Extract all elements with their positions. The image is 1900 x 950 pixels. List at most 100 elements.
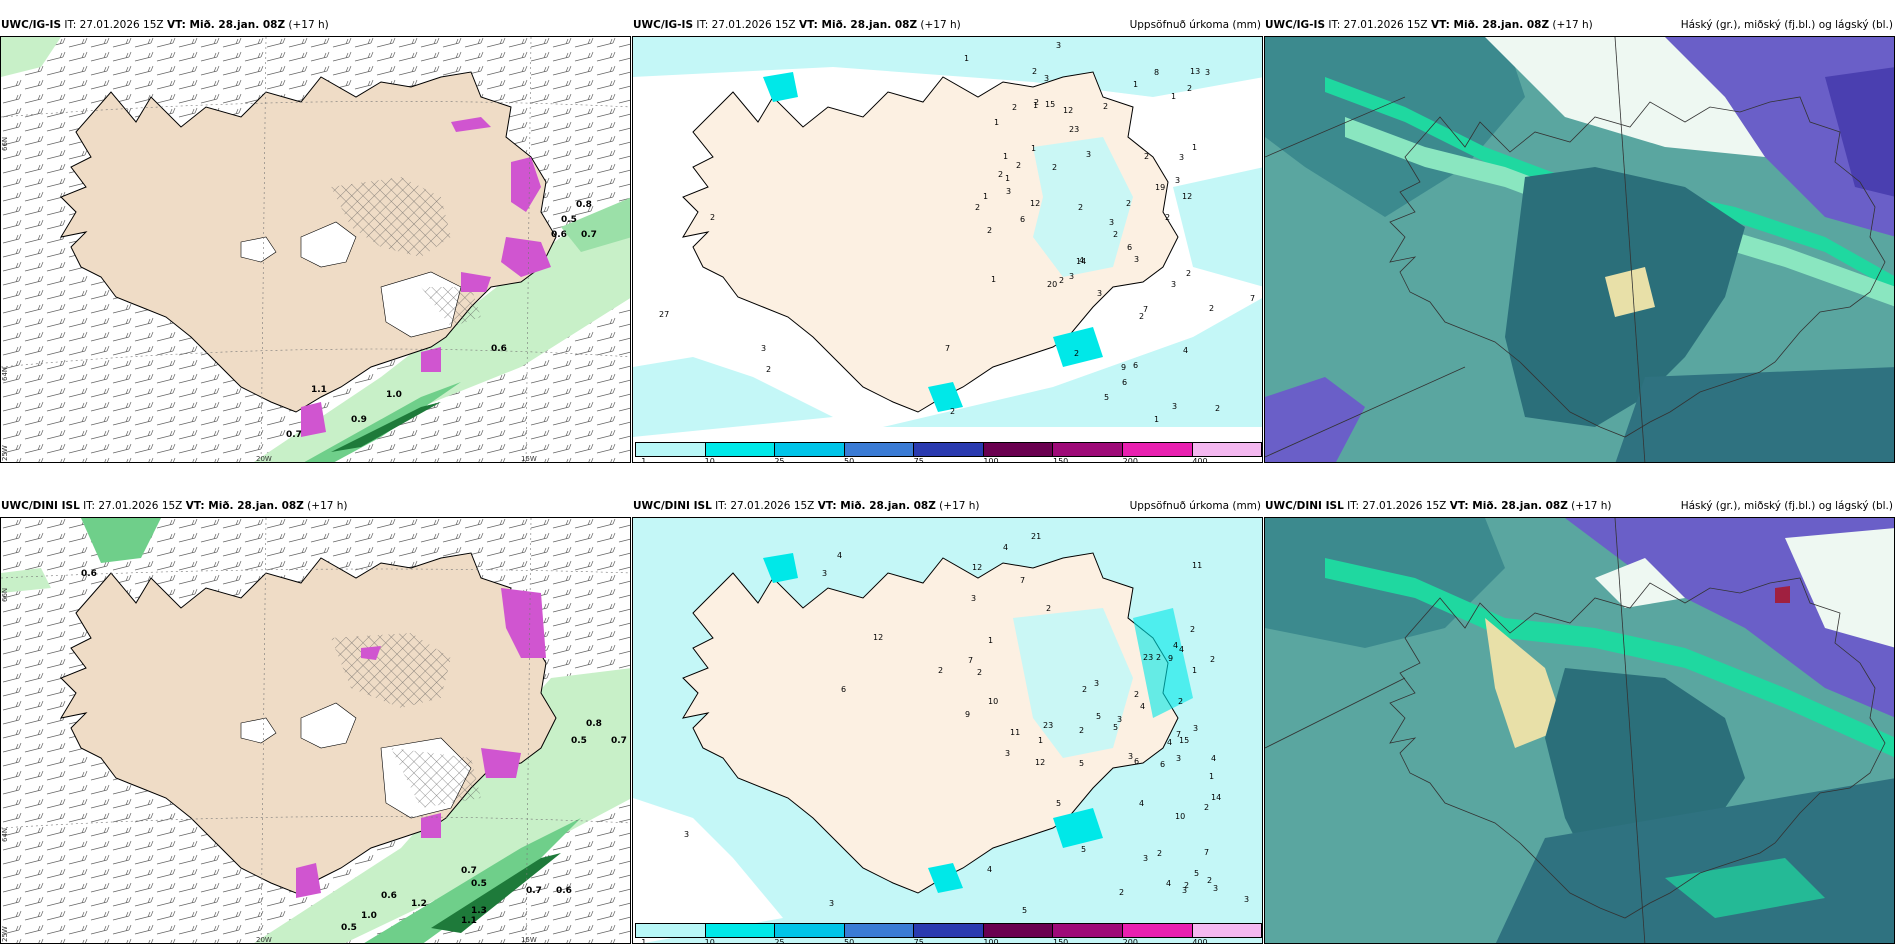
wind-label: 0.7 bbox=[611, 736, 627, 746]
graticule bbox=[1, 37, 630, 462]
precip-zone bbox=[883, 298, 1262, 427]
precip-value: 7 bbox=[1204, 848, 1209, 857]
precip-zone bbox=[928, 863, 963, 893]
cloud-map-panel-2[interactable] bbox=[1264, 517, 1895, 944]
precip-zone bbox=[763, 553, 798, 583]
colorbar-swatch bbox=[775, 924, 845, 937]
wind-map-1: 0.5 0.6 0.7 0.8 0.9 1.0 1.1 0.7 0.6 66N … bbox=[1, 37, 630, 463]
precip-value: 21 bbox=[1031, 532, 1041, 541]
cloud-map-panel-1[interactable] bbox=[1264, 36, 1895, 463]
precip-value: 14 bbox=[1076, 257, 1086, 266]
precip-zone bbox=[1033, 137, 1133, 277]
precip-value: 3 bbox=[1179, 153, 1184, 162]
precip-value: 23 bbox=[1143, 653, 1153, 662]
lead-time: (+17 h) bbox=[1571, 500, 1612, 512]
init-time: IT: 27.01.2026 15Z bbox=[696, 19, 796, 31]
precip-value: 7 bbox=[945, 344, 950, 353]
precip-value: 3 bbox=[1175, 176, 1180, 185]
precip-value: 2 bbox=[977, 668, 982, 677]
precip-value: 3 bbox=[1109, 218, 1114, 227]
colorbar-swatch bbox=[636, 443, 706, 456]
intense-precip bbox=[481, 748, 521, 778]
cloud-zone bbox=[1785, 528, 1894, 648]
wind-label: 0.6 bbox=[556, 886, 572, 896]
precip-value: 23 bbox=[1043, 721, 1053, 730]
lon-15-label: 15W bbox=[521, 455, 537, 463]
precip-zone bbox=[763, 72, 798, 102]
lat-64-label: 64N bbox=[1, 367, 9, 381]
precip-value: 2 bbox=[1119, 888, 1124, 897]
precip-value: 1 bbox=[1192, 143, 1197, 152]
precip-value: 3 bbox=[761, 344, 766, 353]
wind-value-labels: 0.6 0.7 0.5 0.8 1.0 1.1 0.7 0.7 0.6 0.5 … bbox=[81, 569, 627, 933]
wind-label: 0.7 bbox=[526, 886, 542, 896]
wind-label: 0.6 bbox=[491, 344, 507, 354]
precip-value: 12 bbox=[1035, 758, 1045, 767]
precip-value: 3 bbox=[1134, 255, 1139, 264]
precip-value: 5 bbox=[1194, 869, 1199, 878]
precip-value: 4 bbox=[1173, 641, 1178, 650]
wind-label: 0.5 bbox=[471, 879, 487, 889]
precip-value: 5 bbox=[1113, 723, 1118, 732]
colorbar-swatch bbox=[1122, 924, 1193, 937]
precip-value: 3 bbox=[1172, 402, 1177, 411]
precip-value: 2 bbox=[1113, 230, 1118, 239]
colorbar-label: 400 bbox=[1192, 457, 1208, 463]
colorbar-labels: 1 10 25 50 75 100 150 200 400 bbox=[635, 457, 1262, 463]
intense-precip bbox=[511, 157, 541, 212]
precip-value: 4 bbox=[1140, 702, 1145, 711]
cloud-zone bbox=[1775, 586, 1790, 603]
precip-value: 6 bbox=[1160, 760, 1165, 769]
precip-value: 1 bbox=[1154, 415, 1159, 424]
colorbar-label: 100 bbox=[983, 457, 999, 463]
wind-zone bbox=[81, 518, 161, 563]
precip-value: 2 bbox=[1184, 881, 1189, 890]
precip-value: 2 bbox=[1103, 102, 1108, 111]
precip-value: 9 bbox=[965, 710, 970, 719]
precip-value: 14 bbox=[1211, 793, 1221, 802]
precip-value: 4 bbox=[1139, 799, 1144, 808]
valid-time: VT: Mið. 28.jan. 08Z bbox=[798, 19, 918, 31]
precip-value: 6 bbox=[1133, 361, 1138, 370]
precip-value: 23 bbox=[1069, 125, 1079, 134]
wind-label: 1.0 bbox=[386, 390, 402, 400]
precip-value: 2 bbox=[1012, 103, 1017, 112]
precip-value: 3 bbox=[1176, 754, 1181, 763]
wind-map-panel-1[interactable]: 0.5 0.6 0.7 0.8 0.9 1.0 1.1 0.7 0.6 66N … bbox=[0, 36, 631, 463]
precip-value: 4 bbox=[1003, 543, 1008, 552]
init-time: IT: 27.01.2026 15Z bbox=[1328, 19, 1428, 31]
precip-value: 8 bbox=[1154, 68, 1159, 77]
intense-precip bbox=[301, 402, 326, 437]
precip-value: 12 bbox=[1030, 199, 1040, 208]
precip-value: 2 bbox=[950, 407, 955, 416]
precip-zone bbox=[1133, 608, 1193, 718]
precip-value: 11 bbox=[1192, 561, 1202, 570]
precip-map-panel-1[interactable]: 3 1 2 1 1 2 2 2 3 2 1 1 3 2 2 2 3 2 2 1 2 3 3 3 3 2 3 2 4 3 13 7 2 2 1 1 12 3… bbox=[632, 36, 1263, 463]
precip-value: 7 bbox=[1250, 294, 1255, 303]
lead-time: (+17 h) bbox=[307, 500, 348, 512]
colorbar-swatch bbox=[705, 924, 776, 937]
colorbar-swatch bbox=[914, 443, 984, 456]
precip-value: 4 bbox=[1079, 256, 1084, 265]
precip-value: 3 bbox=[1128, 752, 1133, 761]
cloud-map-1 bbox=[1265, 37, 1894, 462]
precip-values: 2754121112323332232445353434621452152123… bbox=[684, 532, 1249, 915]
precip-value: 20 bbox=[1047, 280, 1057, 289]
precip-value: 15 bbox=[1045, 100, 1055, 109]
precip-title: Uppsöfnuð úrkoma (mm) bbox=[1129, 19, 1261, 31]
cloud-zone bbox=[1615, 367, 1894, 462]
precip-value: 4 bbox=[837, 551, 842, 560]
wind-zone bbox=[304, 382, 461, 462]
colorbar-1: 1 10 25 50 75 100 150 200 400 bbox=[635, 442, 1262, 462]
precip-zone bbox=[928, 382, 963, 412]
precip-value: 3 bbox=[822, 569, 827, 578]
wind-map-panel-2[interactable]: 0.6 0.7 0.5 0.8 1.0 1.1 0.7 0.7 0.6 0.5 … bbox=[0, 517, 631, 944]
precip-map-panel-2[interactable]: 2 7 5 4 12 11 12 3 2 3 3 3 2 2 3 2 4 4 5 3 5 3 4 3 4 6 2 14 5 2 15 21 23… bbox=[632, 517, 1263, 944]
precip-value: 3 bbox=[1193, 724, 1198, 733]
cloud-zone bbox=[1485, 618, 1565, 748]
precip-value: 9 bbox=[1121, 363, 1126, 372]
precip-value: 2 bbox=[975, 203, 980, 212]
colorbar-swatch bbox=[1122, 443, 1193, 456]
colorbar-label: 150 bbox=[1053, 457, 1069, 463]
precip-value: 2 bbox=[1046, 604, 1051, 613]
